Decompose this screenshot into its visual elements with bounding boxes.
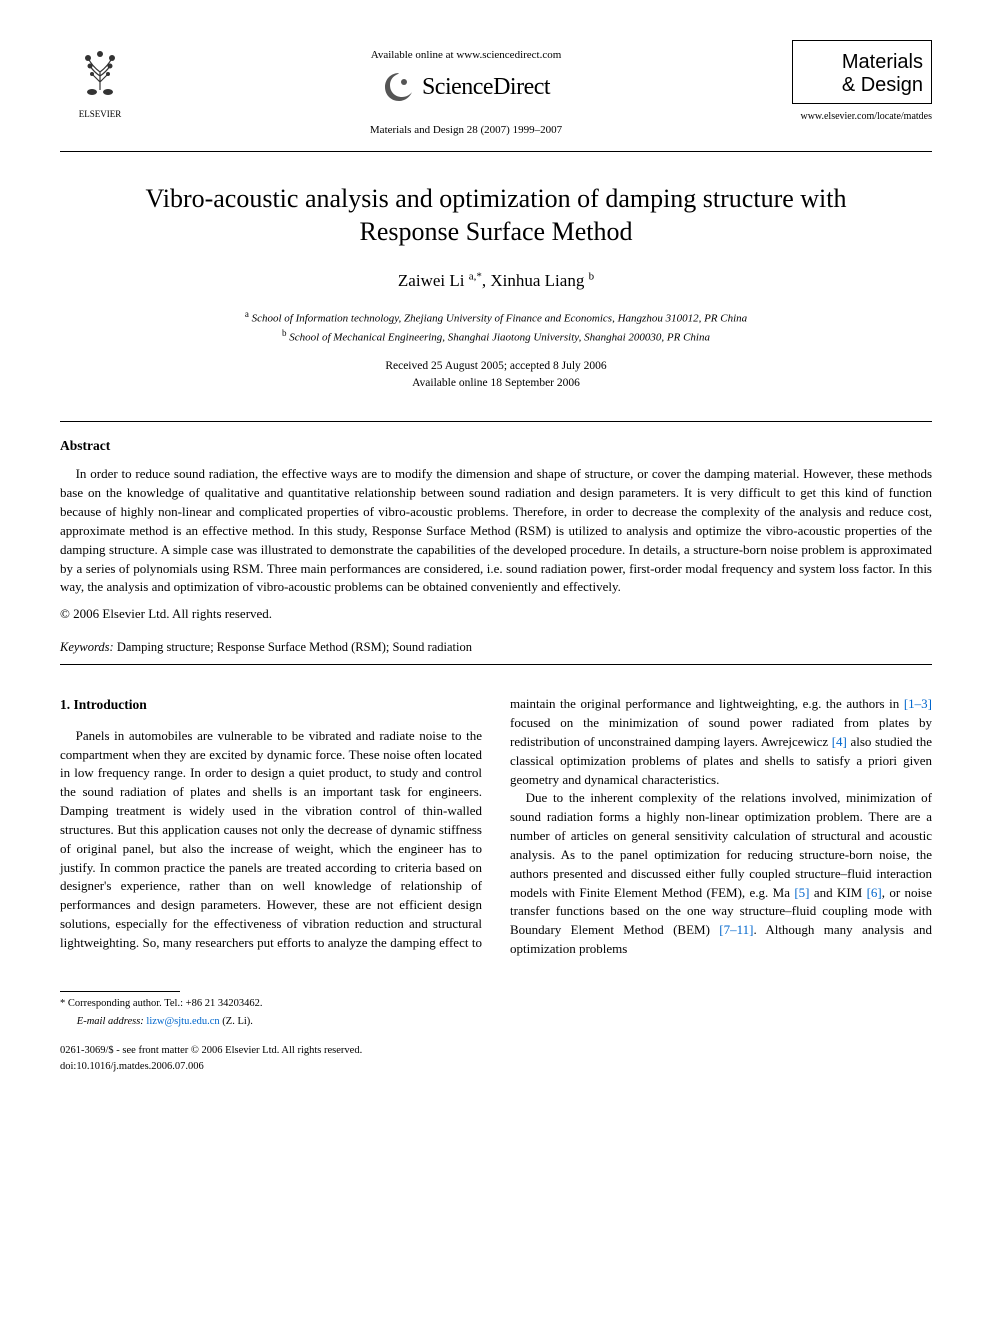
journal-url[interactable]: www.elsevier.com/locate/matdes [792,110,932,125]
authors: Zaiwei Li a,*, Xinhua Liang b [60,269,932,294]
footer-divider [60,991,180,992]
header-divider [60,151,932,152]
affiliations: a School of Information technology, Zhej… [60,308,932,346]
issn-line: 0261-3069/$ - see front matter © 2006 El… [60,1043,932,1059]
journal-box-wrapper: Materials & Design www.elsevier.com/loca… [792,40,932,125]
elsevier-label: ELSEVIER [60,108,140,121]
citation-link[interactable]: [1–3] [904,696,932,711]
affiliation-a: School of Information technology, Zhejia… [252,313,748,325]
corresponding-author: * Corresponding author. Tel.: +86 21 342… [60,996,932,1012]
intro-paragraph-2: Due to the inherent complexity of the re… [510,789,932,959]
keywords-text: Damping structure; Response Surface Meth… [114,640,472,654]
paper-title: Vibro-acoustic analysis and optimization… [140,182,852,250]
abstract-top-divider [60,421,932,422]
affiliation-b: School of Mechanical Engineering, Shangh… [289,332,710,344]
citation-link[interactable]: [7–11] [719,922,753,937]
publication-dates: Received 25 August 2005; accepted 8 July… [60,358,932,393]
bottom-note: 0261-3069/$ - see front matter © 2006 El… [60,1043,932,1075]
abstract-body: In order to reduce sound radiation, the … [60,465,932,597]
body-columns: 1. Introduction Panels in automobiles ar… [60,695,932,959]
online-date: Available online 18 September 2006 [412,377,580,389]
email-line: E-mail address: lizw@sjtu.edu.cn (Z. Li)… [60,1014,932,1030]
doi-line: doi:10.1016/j.matdes.2006.07.006 [60,1059,932,1075]
journal-box: Materials & Design [792,40,932,104]
section-heading-intro: 1. Introduction [60,695,482,715]
author-1-sup: a,* [469,271,482,283]
keywords: Keywords: Damping structure; Response Su… [60,638,932,656]
page-header: ELSEVIER Available online at www.science… [60,40,932,139]
abstract-bottom-divider [60,664,932,665]
citation-link[interactable]: [5] [794,885,809,900]
author-2-sup: b [589,271,595,283]
abstract-copyright: © 2006 Elsevier Ltd. All rights reserved… [60,605,932,624]
sciencedirect-text: ScienceDirect [422,70,550,105]
sciencedirect-logo: ScienceDirect [382,70,550,105]
citation-link[interactable]: [6] [867,885,882,900]
available-online-text: Available online at www.sciencedirect.co… [140,48,792,64]
received-date: Received 25 August 2005; accepted 8 July… [385,360,606,372]
journal-title: Materials & Design [801,51,923,97]
journal-reference: Materials and Design 28 (2007) 1999–2007 [140,123,792,139]
footer-block: * Corresponding author. Tel.: +86 21 342… [60,991,932,1075]
email-link[interactable]: lizw@sjtu.edu.cn [146,1016,219,1027]
citation-link[interactable]: [4] [832,734,847,749]
sciencedirect-swirl-icon [382,70,416,104]
abstract-heading: Abstract [60,436,932,456]
email-label: E-mail address: [77,1016,144,1027]
center-header: Available online at www.sciencedirect.co… [140,40,792,139]
author-2: Xinhua Liang [490,271,584,290]
keywords-label: Keywords: [60,640,114,654]
elsevier-tree-icon [70,40,130,100]
author-1: Zaiwei Li [398,271,465,290]
elsevier-logo: ELSEVIER [60,40,140,121]
